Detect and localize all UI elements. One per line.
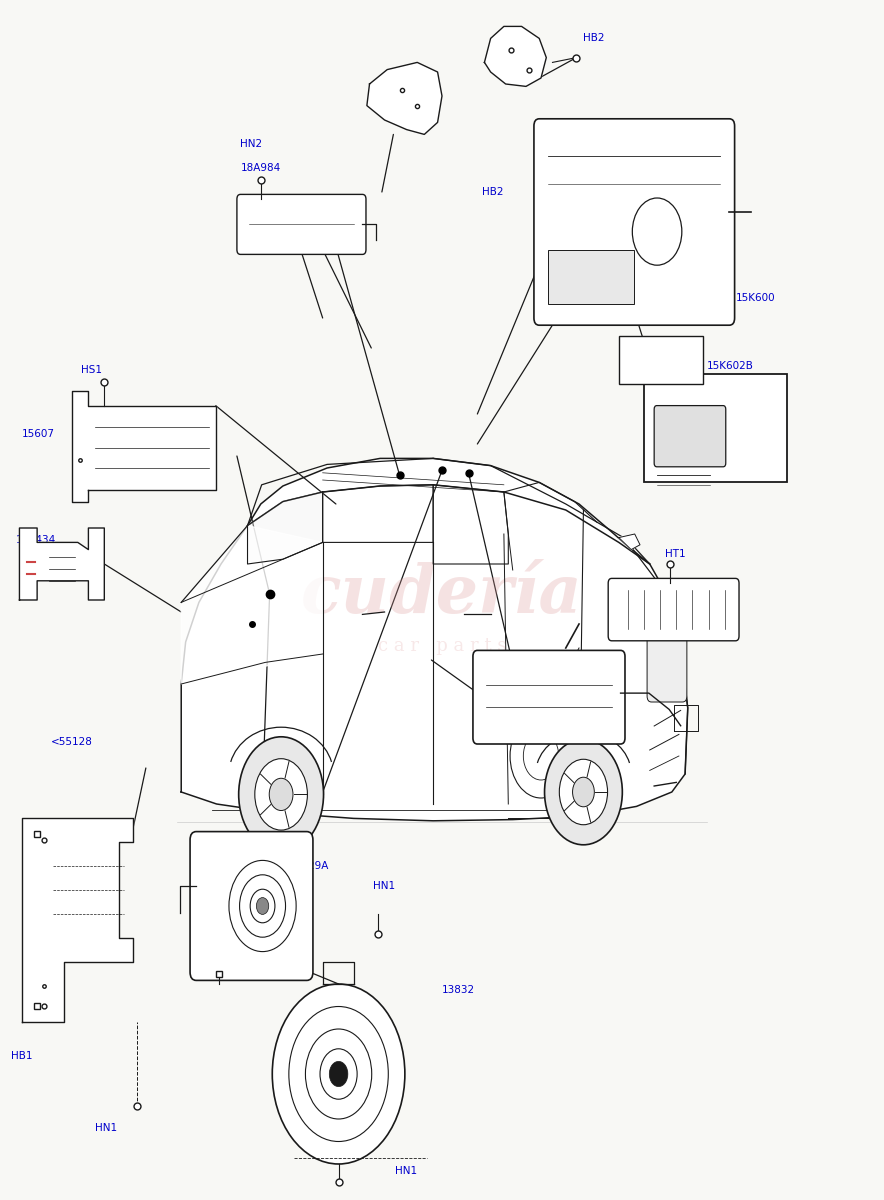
Text: HB1: HB1 [11,1051,32,1061]
FancyBboxPatch shape [473,650,625,744]
FancyBboxPatch shape [647,620,687,702]
Text: HB1: HB1 [218,937,240,947]
Polygon shape [181,485,688,821]
Polygon shape [367,62,442,134]
Text: HN1: HN1 [95,1123,118,1133]
FancyBboxPatch shape [534,119,735,325]
Polygon shape [19,528,104,600]
Polygon shape [619,534,640,550]
Polygon shape [181,526,323,684]
Text: 18A984: 18A984 [240,163,281,173]
Circle shape [560,760,607,824]
Polygon shape [248,458,650,564]
Circle shape [239,737,324,852]
FancyBboxPatch shape [237,194,366,254]
Text: 15K602A: 15K602A [650,418,697,427]
Circle shape [272,984,405,1164]
Text: HB2: HB2 [482,187,503,197]
Bar [644,374,787,482]
FancyBboxPatch shape [608,578,739,641]
Text: 15K602B: 15K602B [707,361,754,371]
FancyBboxPatch shape [190,832,313,980]
Bar [548,250,634,304]
Text: 15K600: 15K600 [735,293,775,302]
Text: 19A434: 19A434 [16,535,57,545]
Text: 13832: 13832 [442,985,475,995]
Text: c a r   p a r t s: c a r p a r t s [377,636,507,655]
Text: HS1: HS1 [81,365,103,374]
Text: HN1: HN1 [395,1166,417,1176]
Polygon shape [248,492,323,564]
Polygon shape [484,26,546,86]
Text: 15K609: 15K609 [570,703,610,713]
Circle shape [255,758,308,830]
Circle shape [270,779,293,810]
Bar [619,336,703,384]
Text: 18A984: 18A984 [688,583,728,593]
Text: HT1: HT1 [665,550,685,559]
Text: <55128: <55128 [51,737,93,746]
Polygon shape [72,391,216,502]
Circle shape [330,1061,348,1087]
Text: HN1: HN1 [373,881,395,890]
Circle shape [545,739,622,845]
Circle shape [573,778,594,806]
Text: cudería: cudería [301,562,583,626]
Text: 15607: 15607 [22,430,55,439]
FancyBboxPatch shape [654,406,726,467]
Circle shape [256,898,269,914]
Text: HN2: HN2 [240,139,263,149]
Text: HB2: HB2 [583,34,605,43]
Text: 19G229A: 19G229A [281,862,330,871]
Polygon shape [22,818,133,1022]
